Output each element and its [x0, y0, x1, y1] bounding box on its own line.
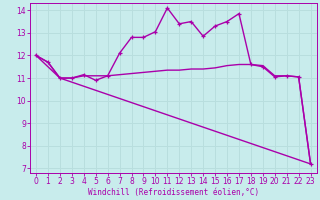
X-axis label: Windchill (Refroidissement éolien,°C): Windchill (Refroidissement éolien,°C) — [88, 188, 259, 197]
